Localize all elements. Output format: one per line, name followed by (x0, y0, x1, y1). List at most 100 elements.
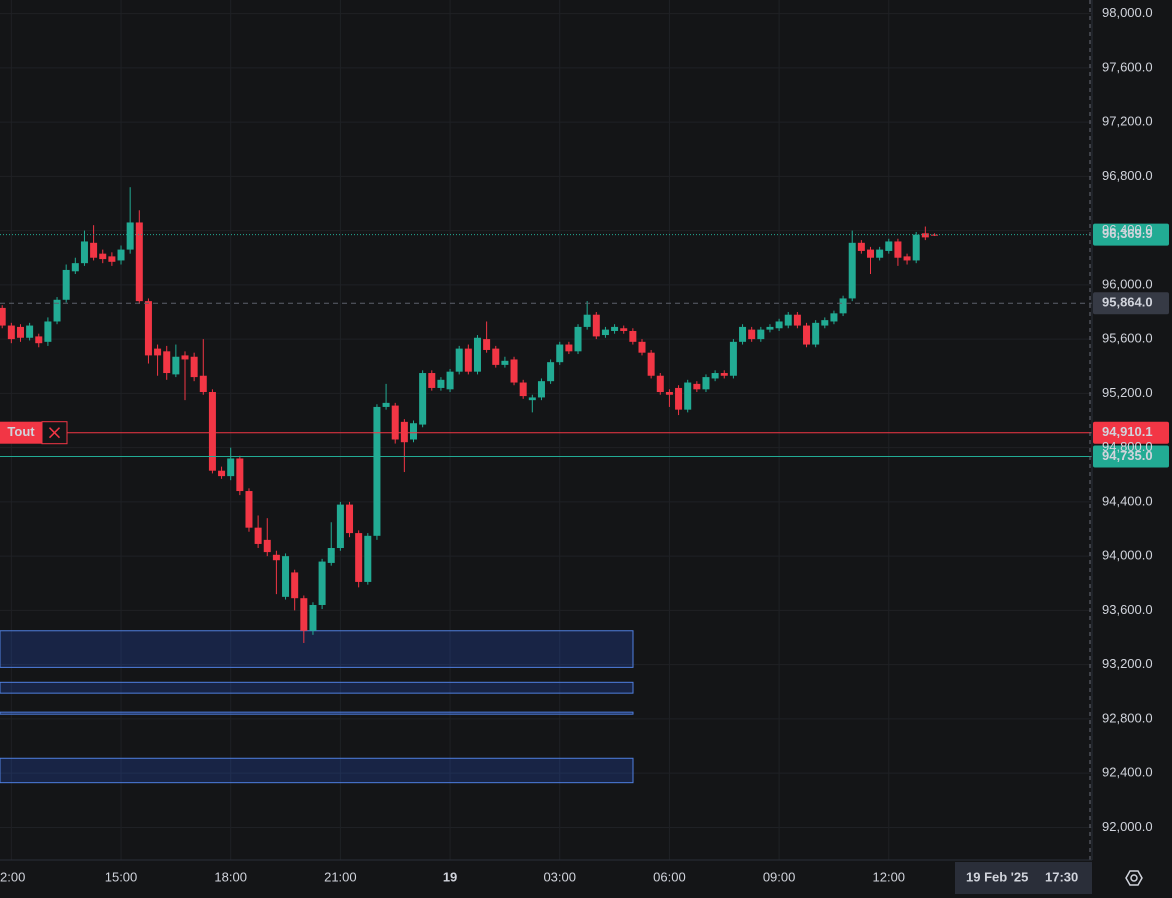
candle-body (446, 371, 454, 390)
candle-body (729, 341, 737, 376)
y-tick-label: 94,800.0 (1102, 439, 1153, 454)
x-tick-label: 15:00 (105, 869, 138, 884)
grid (0, 0, 1092, 860)
order-box[interactable] (0, 421, 42, 444)
y-tick-label: 93,600.0 (1102, 602, 1153, 617)
candle-body (556, 344, 564, 363)
candle-body (748, 329, 756, 340)
candle-body (336, 504, 344, 549)
candle-body (702, 377, 710, 390)
price-label-box (1093, 421, 1169, 444)
candle-body (327, 548, 335, 563)
candle-body (930, 234, 938, 236)
candle-body (80, 241, 88, 264)
candle-body (711, 373, 719, 379)
y-tick-label: 92,400.0 (1102, 765, 1153, 780)
x-tick-label: 18:00 (214, 869, 247, 884)
candle-body (282, 556, 290, 597)
candle-body (830, 313, 838, 322)
candle-body (437, 379, 445, 388)
zone (0, 711, 634, 715)
candle-body (501, 360, 509, 365)
candle-body (190, 356, 198, 378)
candles (0, 187, 938, 643)
candle-body (528, 397, 536, 401)
candle-body (117, 249, 125, 261)
y-tick-label: 98,000.0 (1102, 5, 1153, 20)
candle-body (857, 242, 865, 251)
candle-body (903, 256, 911, 261)
x-tick-label: 09:00 (763, 869, 796, 884)
x-tick-label: 03:00 (543, 869, 576, 884)
candle-body (410, 423, 417, 440)
candle-body (16, 326, 24, 338)
candle-body (71, 263, 79, 272)
candle-body (492, 348, 500, 365)
y-tick-label: 96,400.0 (1102, 222, 1153, 237)
candle-body (665, 392, 673, 395)
candle-body (199, 375, 207, 393)
candle-body (382, 402, 390, 407)
candle-body (757, 329, 765, 340)
candle-body (684, 382, 692, 410)
candle-body (126, 222, 134, 250)
candle-body (90, 242, 98, 258)
x-tick-label: 21:00 (324, 869, 357, 884)
zone (0, 630, 634, 668)
candle-body (693, 383, 701, 390)
candle-body (766, 326, 774, 330)
candle-body (611, 326, 619, 331)
candle-body (263, 539, 271, 553)
candle-body (565, 344, 573, 352)
candle-body (583, 314, 591, 327)
candle-body (428, 373, 436, 388)
candle-body (44, 321, 52, 342)
price-label-box (1093, 292, 1169, 315)
candle-body (135, 222, 143, 302)
crosshair-time: 17:30 (1045, 869, 1078, 884)
price-label: 94,735.0 (1102, 448, 1153, 463)
candle-body (373, 406, 381, 536)
candle-body (912, 234, 920, 261)
settings-icon[interactable] (1125, 870, 1143, 886)
candle-body (108, 256, 116, 262)
candle-body (793, 314, 801, 326)
price-label-box (1093, 223, 1169, 246)
order-label[interactable]: Tout (7, 424, 35, 439)
candle-body (739, 326, 747, 342)
candle-body (300, 598, 308, 631)
candle-body (318, 561, 326, 605)
y-tick-label: 96,800.0 (1102, 168, 1153, 183)
y-tick-label: 92,000.0 (1102, 819, 1153, 834)
candle-body (921, 233, 929, 238)
y-tick-label: 95,600.0 (1102, 331, 1153, 346)
zones (0, 630, 634, 784)
order-close-icon[interactable] (48, 427, 61, 439)
price-label: 95,864.0 (1102, 295, 1153, 310)
crosshair-date: 19 Feb '25 (966, 869, 1028, 884)
candle-body (62, 269, 70, 300)
candle-body (867, 249, 874, 258)
x-tick-label: 19 (443, 869, 457, 884)
candle-body (309, 604, 317, 631)
settings-icon-dot[interactable] (1130, 874, 1138, 882)
settings-button[interactable] (1125, 870, 1143, 886)
candle-body (894, 241, 902, 258)
y-tick-label: 93,200.0 (1102, 656, 1153, 671)
candle-body (236, 458, 244, 492)
zone (0, 681, 634, 694)
candle-body (812, 322, 820, 345)
candle-body (620, 328, 628, 331)
candle-body (391, 405, 399, 440)
x-tick-label: 06:00 (653, 869, 686, 884)
candle-body (245, 491, 253, 528)
candle-body (144, 301, 152, 356)
candle-body (483, 339, 491, 350)
candle-body (803, 325, 811, 345)
candle-body (473, 337, 481, 372)
candle-body (154, 348, 162, 356)
candle-body (53, 299, 61, 322)
candle-body (784, 314, 792, 326)
